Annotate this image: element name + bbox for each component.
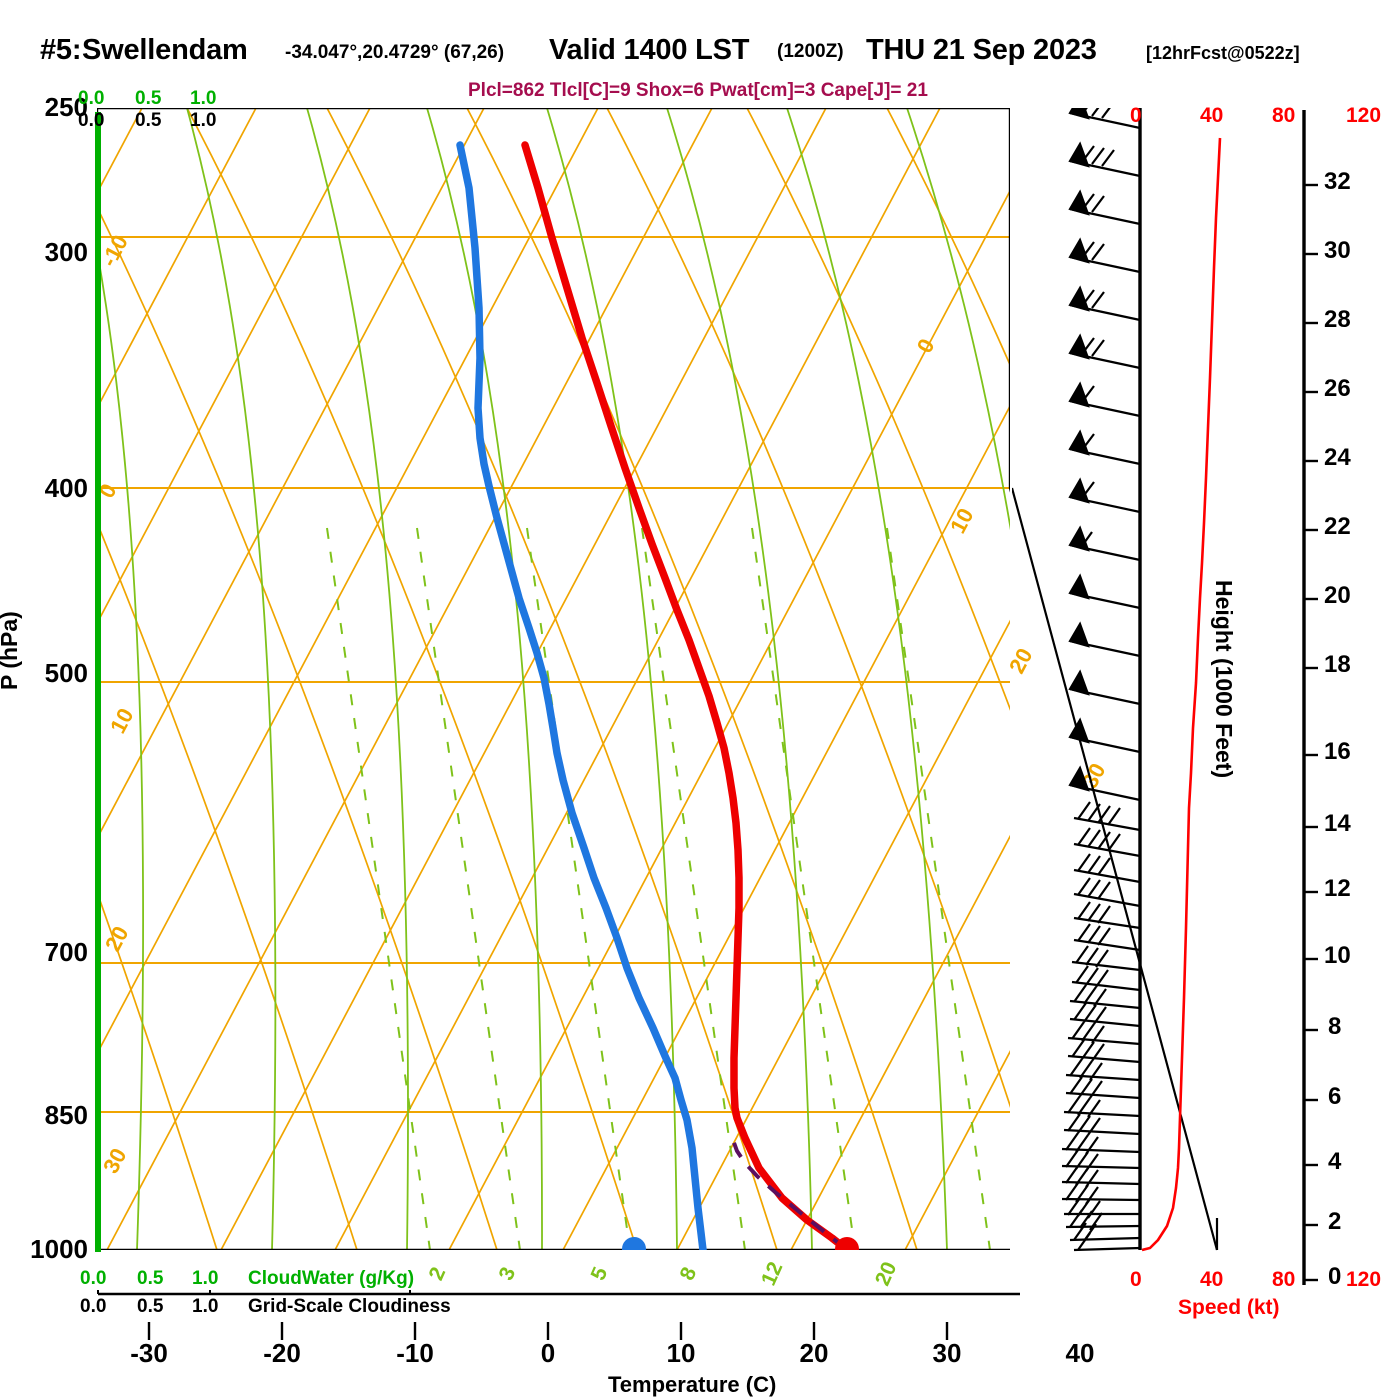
height-tick-22: 22 <box>1324 513 1351 540</box>
skewt-plot-clip <box>97 108 1010 1250</box>
cloudwater-top-tick-05: 0.5 <box>135 88 162 109</box>
speed-tick-top-80: 80 <box>1272 104 1296 127</box>
cloudwater-top-tick-0: 0.0 <box>78 88 105 109</box>
cloudiness-bot-tick-0: 0.0 <box>80 1296 107 1317</box>
speed-tick-top-40: 40 <box>1200 104 1224 127</box>
mixing-ratio-label-20: 20 <box>870 1258 902 1290</box>
mixing-ratio-label-12: 12 <box>756 1258 788 1290</box>
pressure-tick-400: 400 <box>44 473 88 503</box>
station-id: #5: <box>40 34 82 66</box>
panel-boundary <box>1012 487 1219 1251</box>
height-tick-26: 26 <box>1324 375 1351 402</box>
height-tick-20: 20 <box>1324 582 1351 609</box>
temperature-axis-label: Temperature (C) <box>608 1372 777 1397</box>
cloudiness-bot-tick-05: 0.5 <box>137 1296 164 1317</box>
cloudwater-bot-tick-1: 1.0 <box>192 1268 219 1289</box>
height-tick-2: 2 <box>1328 1208 1342 1235</box>
pressure-tick-1000: 1000 <box>30 1234 88 1264</box>
speed-tick-bot-120: 120 <box>1346 1268 1382 1291</box>
speed-tick-bot-40: 40 <box>1200 1268 1224 1291</box>
height-tick-6: 6 <box>1328 1083 1342 1110</box>
height-tick-12: 12 <box>1324 875 1351 902</box>
speed-tick-bot-80: 80 <box>1272 1268 1296 1291</box>
wind-speed-panel <box>1141 137 1222 1252</box>
forecast-tag: [12hrFcst@0522z] <box>1146 43 1300 63</box>
cloudiness-bot-tick-1: 1.0 <box>192 1296 219 1317</box>
valid-time-utc: (1200Z) <box>777 41 844 62</box>
pressure-tick-700: 700 <box>44 937 88 967</box>
skewt-plot[interactable]: 0 10 20 30 -10 0 10 20 30 <box>94 108 1111 1250</box>
temperature-dot-icon <box>835 1237 859 1250</box>
temp-tick-20: 20 <box>799 1338 829 1368</box>
height-tick-4: 4 <box>1328 1148 1342 1175</box>
cloudiness-top-tick-1: 1.0 <box>190 110 217 131</box>
cloudwater-axis-label: CloudWater (g/Kg) <box>248 1268 415 1289</box>
mixing-ratio-lines <box>326 527 991 1250</box>
height-tick-32: 32 <box>1324 168 1351 195</box>
speed-tick-top-120: 120 <box>1346 104 1382 127</box>
cloudiness-axis-label: Grid-Scale Cloudiness <box>248 1296 451 1317</box>
cloudwater-bottom-axis <box>97 1290 1020 1296</box>
dry-adiabat-lines <box>97 108 1010 1250</box>
speed-axis-label: Speed (kt) <box>1178 1296 1280 1319</box>
temperature-curve <box>521 141 850 1250</box>
isotherm-lines <box>97 108 1010 1250</box>
temperature-axis-ticks <box>147 1322 949 1340</box>
temp-tick-10: 10 <box>666 1338 696 1368</box>
temp-tick-m20: -20 <box>263 1338 301 1368</box>
height-tick-0: 0 <box>1328 1263 1342 1290</box>
cloudwater-bot-tick-0: 0.0 <box>80 1268 107 1289</box>
temp-tick-0: 0 <box>540 1338 556 1368</box>
station-name: Swellendam <box>82 34 248 66</box>
cloudiness-top-tick-05: 0.5 <box>135 110 162 131</box>
speed-tick-top-0: 0 <box>1130 104 1142 127</box>
isobar-lines <box>97 108 1010 1250</box>
height-tick-16: 16 <box>1324 738 1351 765</box>
height-axis <box>1302 110 1318 1285</box>
dewpoint-dot-icon <box>622 1237 646 1250</box>
pressure-tick-500: 500 <box>44 658 88 688</box>
pressure-tick-250: 250 <box>44 92 88 122</box>
height-tick-14: 14 <box>1324 810 1351 837</box>
height-tick-10: 10 <box>1324 942 1351 969</box>
height-axis-label: Height (1000 Feet) <box>1211 580 1237 779</box>
cloudwater-top-tick-1: 1.0 <box>190 88 217 109</box>
cloudiness-top-tick-0: 0.0 <box>78 110 105 131</box>
temp-tick-m10: -10 <box>396 1338 434 1368</box>
temp-tick-30: 30 <box>932 1338 962 1368</box>
parcel-curve <box>731 1139 848 1250</box>
dewpoint-curve <box>456 141 707 1250</box>
skewt-svg <box>97 108 1010 1250</box>
speed-tick-bot-0: 0 <box>1130 1268 1142 1291</box>
moist-adiabat-lines <box>97 108 1010 1250</box>
mixing-ratio-label-2: 2 <box>424 1263 451 1284</box>
valid-time: Valid 1400 LST <box>549 34 750 66</box>
height-tick-24: 24 <box>1324 444 1351 471</box>
pressure-axis-label: P (hPa) <box>0 611 22 690</box>
height-tick-30: 30 <box>1324 237 1351 264</box>
cloudwater-axis <box>95 112 101 1252</box>
cloudwater-bot-tick-05: 0.5 <box>137 1268 164 1289</box>
height-tick-18: 18 <box>1324 651 1351 678</box>
height-tick-8: 8 <box>1328 1013 1342 1040</box>
valid-date: THU 21 Sep 2023 <box>866 34 1097 66</box>
wind-barb-panel[interactable] <box>1012 108 1227 1253</box>
wind-speed-curve <box>1141 137 1222 1252</box>
sounding-stats: Plcl=862 Tlcl[C]=9 Shox=6 Pwat[cm]=3 Cap… <box>468 80 928 101</box>
pressure-tick-300: 300 <box>44 237 88 267</box>
temp-tick-m30: -30 <box>130 1338 168 1368</box>
title-bar: #5: Swellendam -34.047°,20.4729° (67,26)… <box>0 34 1400 74</box>
pressure-tick-850: 850 <box>44 1100 88 1130</box>
mixing-ratio-label-3: 3 <box>494 1263 521 1284</box>
wind-barb-icon <box>1061 108 1141 1252</box>
height-tick-28: 28 <box>1324 306 1351 333</box>
mixing-ratio-label-8: 8 <box>675 1263 702 1284</box>
station-coords: -34.047°,20.4729° (67,26) <box>285 42 505 63</box>
temp-tick-40: 40 <box>1065 1338 1095 1368</box>
mixing-ratio-label-5: 5 <box>586 1263 613 1284</box>
plot-border <box>97 108 1010 1250</box>
